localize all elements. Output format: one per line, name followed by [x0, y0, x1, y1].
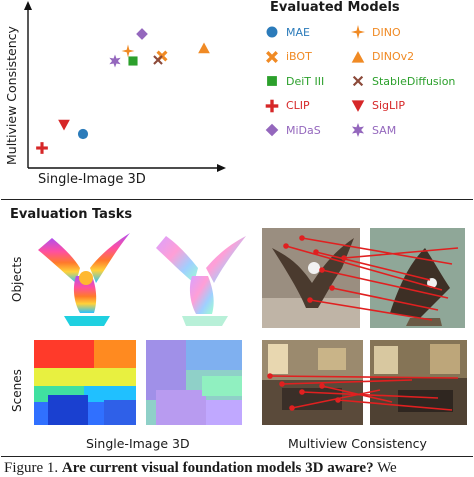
section-divider: [1, 199, 473, 200]
legend-item-mae: MAE: [264, 24, 310, 40]
object-view-2: [370, 228, 465, 328]
scene-correspondence-lines: [267, 373, 459, 411]
row-label-objects: Objects: [10, 256, 24, 302]
scene-view-1: [262, 340, 363, 425]
triangle-down-marker-icon: [350, 98, 366, 114]
diamond-marker-icon: [264, 122, 280, 138]
legend-item-siglip: SigLIP: [350, 98, 405, 114]
circle-marker-icon: [264, 24, 280, 40]
plot-point-dinov2: [198, 42, 210, 54]
caption-tail: We: [377, 460, 397, 476]
plot-point-clip: [36, 142, 48, 154]
plot-point-mae: [77, 128, 89, 140]
plot-point-siglip: [58, 119, 70, 131]
scatter-plot: [24, 1, 226, 172]
x-thin-marker-icon: [350, 73, 366, 89]
square-marker-icon: [264, 73, 280, 89]
legend-label: DeiT III: [286, 74, 325, 88]
legend-item-dino: DINO: [350, 24, 401, 40]
legend-item-ibot: iBOT: [264, 49, 312, 65]
row-label-scenes: Scenes: [10, 369, 24, 412]
scene-normal-image: [146, 340, 242, 425]
column-label-multiview-consistency: Multiview Consistency: [288, 436, 427, 451]
legend-label: CLIP: [286, 99, 310, 112]
tasks-title: Evaluation Tasks: [10, 207, 133, 222]
triangle-up-marker-icon: [350, 49, 366, 65]
caption-bold: Are current visual foundation models 3D …: [61, 460, 374, 476]
legend-title: Evaluated Models: [270, 0, 400, 15]
object-depth-image: [34, 228, 134, 328]
legend-label: DINOv2: [372, 50, 415, 63]
column-label-single-image-3d: Single-Image 3D: [86, 436, 190, 451]
scene-depth-image: [34, 340, 136, 425]
x-axis-arrow: [217, 164, 226, 172]
x-marker-icon: [264, 49, 280, 65]
object-normal-image: [150, 228, 250, 328]
plot-point-stablediffusion: [153, 55, 163, 65]
legend-label: iBOT: [286, 50, 312, 63]
legend-label: StableDiffusion: [372, 74, 456, 88]
y-axis-arrow: [24, 1, 32, 10]
plot-point-sam: [109, 54, 121, 68]
legend-item-dinov2: DINOv2: [350, 49, 414, 65]
figure-bottom-border: [1, 456, 473, 457]
y-axis-label: Multiview Consistency: [4, 26, 19, 165]
star4-marker-icon: [350, 24, 366, 40]
legend-item-clip: CLIP: [264, 98, 310, 114]
plot-point-midas: [136, 28, 148, 40]
x-axis-label: Single-Image 3D: [38, 172, 146, 187]
plus-marker-icon: [264, 98, 280, 114]
legend-label: MiDaS: [286, 123, 321, 137]
caption-prefix: Figure 1.: [4, 460, 59, 476]
legend-label: MAE: [286, 25, 310, 39]
legend-label: DINO: [372, 25, 401, 39]
scene-view-2: [370, 340, 467, 425]
legend-item-sam: SAM: [350, 122, 396, 138]
legend-label: SigLIP: [372, 99, 406, 112]
legend-item-stablediffusion: StableDiffusion: [350, 73, 455, 89]
plot-point-dino: [121, 44, 135, 58]
figure-caption: Figure 1. Are current visual foundation …: [4, 460, 397, 477]
star6-marker-icon: [350, 122, 366, 138]
plot-point-deit-iii: [128, 56, 138, 66]
legend-item-midas: MiDaS: [264, 122, 321, 138]
legend-item-deit-iii: DeiT III: [264, 73, 324, 89]
legend-label: SAM: [372, 123, 397, 137]
object-correspondence-lines: [283, 235, 459, 321]
